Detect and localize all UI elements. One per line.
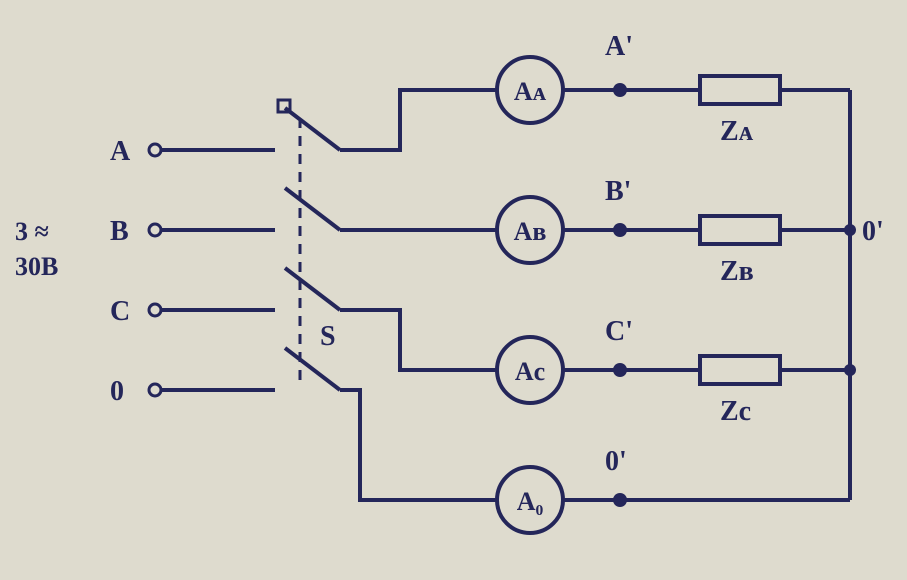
source-label-bottom: 30B: [15, 252, 58, 281]
background: [0, 0, 907, 580]
svg-text:B': B': [605, 176, 631, 207]
junction-dot: [844, 364, 856, 376]
svg-text:A₀: A₀: [517, 487, 544, 516]
svg-text:0: 0: [110, 376, 124, 407]
svg-text:0': 0': [605, 446, 627, 477]
svg-text:A: A: [110, 136, 131, 167]
source-label-top: 3 ≈: [15, 217, 49, 246]
svg-text:C: C: [110, 296, 130, 327]
circuit-diagram: 3 ≈ 30B A B C 0 S: [0, 0, 907, 580]
neutral-right-label: 0': [862, 216, 884, 247]
junction-dot: [844, 224, 856, 236]
svg-text:C': C': [605, 316, 633, 347]
svg-text:Aᴀ: Aᴀ: [514, 77, 547, 106]
svg-text:Zв: Zв: [720, 256, 754, 287]
svg-text:A': A': [605, 31, 633, 62]
svg-text:Ac: Ac: [515, 357, 545, 386]
svg-text:B: B: [110, 216, 129, 247]
svg-text:Aв: Aв: [514, 217, 547, 246]
svg-text:Zᴀ: Zᴀ: [720, 116, 754, 147]
svg-text:S: S: [320, 321, 336, 352]
svg-text:Zc: Zc: [720, 396, 751, 427]
